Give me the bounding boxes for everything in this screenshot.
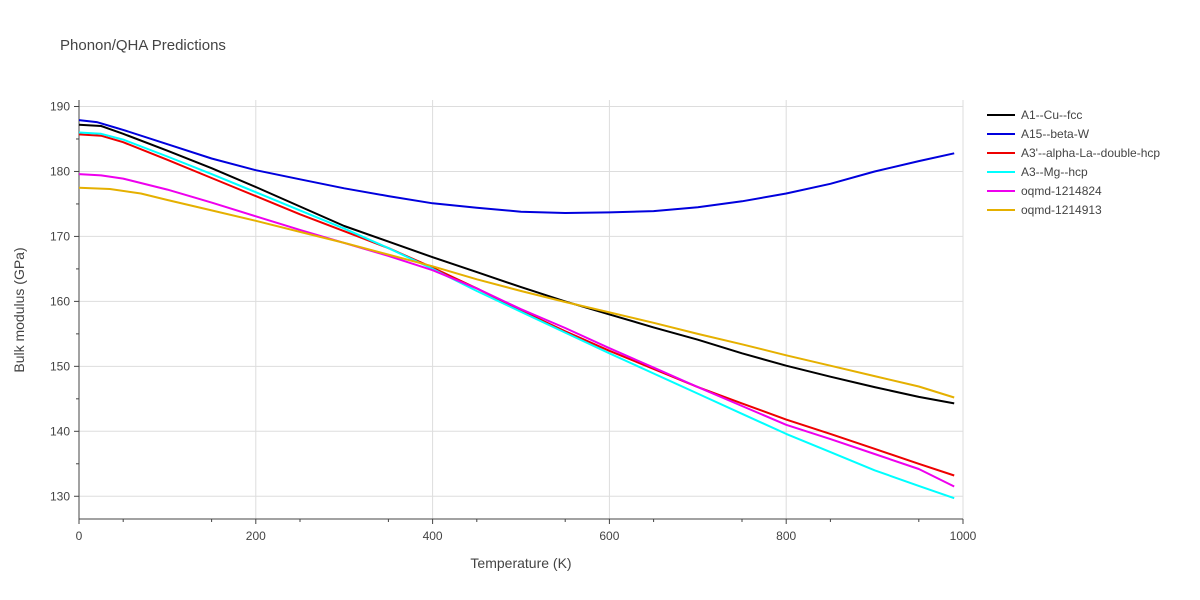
- y-tick-label: 160: [50, 294, 70, 308]
- legend-item-label[interactable]: A3'--alpha-La--double-hcp: [1021, 146, 1160, 160]
- series-line-0: [78, 123, 955, 405]
- legend-item-label[interactable]: A3--Mg--hcp: [1021, 165, 1088, 179]
- x-tick-label: 600: [599, 529, 619, 543]
- x-tick-label: 800: [776, 529, 796, 543]
- series-line-5: [78, 186, 955, 399]
- series-line-4: [78, 173, 955, 488]
- x-tick-label: 0: [76, 529, 83, 543]
- y-tick-label: 150: [50, 359, 70, 373]
- y-tick-label: 130: [50, 489, 70, 503]
- legend-item-label[interactable]: A15--beta-W: [1021, 127, 1090, 141]
- y-tick-label: 190: [50, 99, 70, 113]
- y-tick-label: 180: [50, 164, 70, 178]
- legend-item-label[interactable]: oqmd-1214824: [1021, 184, 1102, 198]
- legend-item-label[interactable]: A1--Cu--fcc: [1021, 108, 1082, 122]
- y-axis-label: Bulk modulus (GPa): [11, 247, 27, 372]
- x-axis-label: Temperature (K): [470, 555, 571, 571]
- legend-item-label[interactable]: oqmd-1214913: [1021, 203, 1102, 217]
- x-tick-label: 1000: [950, 529, 977, 543]
- series-line-1: [78, 119, 955, 214]
- grid-lines: [79, 100, 964, 519]
- x-tick-label: 400: [423, 529, 443, 543]
- series-line-3: [78, 131, 955, 500]
- x-tick-label: 200: [246, 529, 266, 543]
- legend: A1--Cu--fcc A15--beta-W A3'--alpha-La--dou…: [987, 108, 1160, 217]
- y-tick-label: 170: [50, 229, 70, 243]
- chart-title: Phonon/QHA Predictions: [60, 37, 226, 54]
- plot-area: [78, 119, 955, 500]
- axes: 130 140 150 160 170 180 190 0 200 400 600 800 1000: [50, 99, 977, 543]
- y-tick-label: 140: [50, 424, 70, 438]
